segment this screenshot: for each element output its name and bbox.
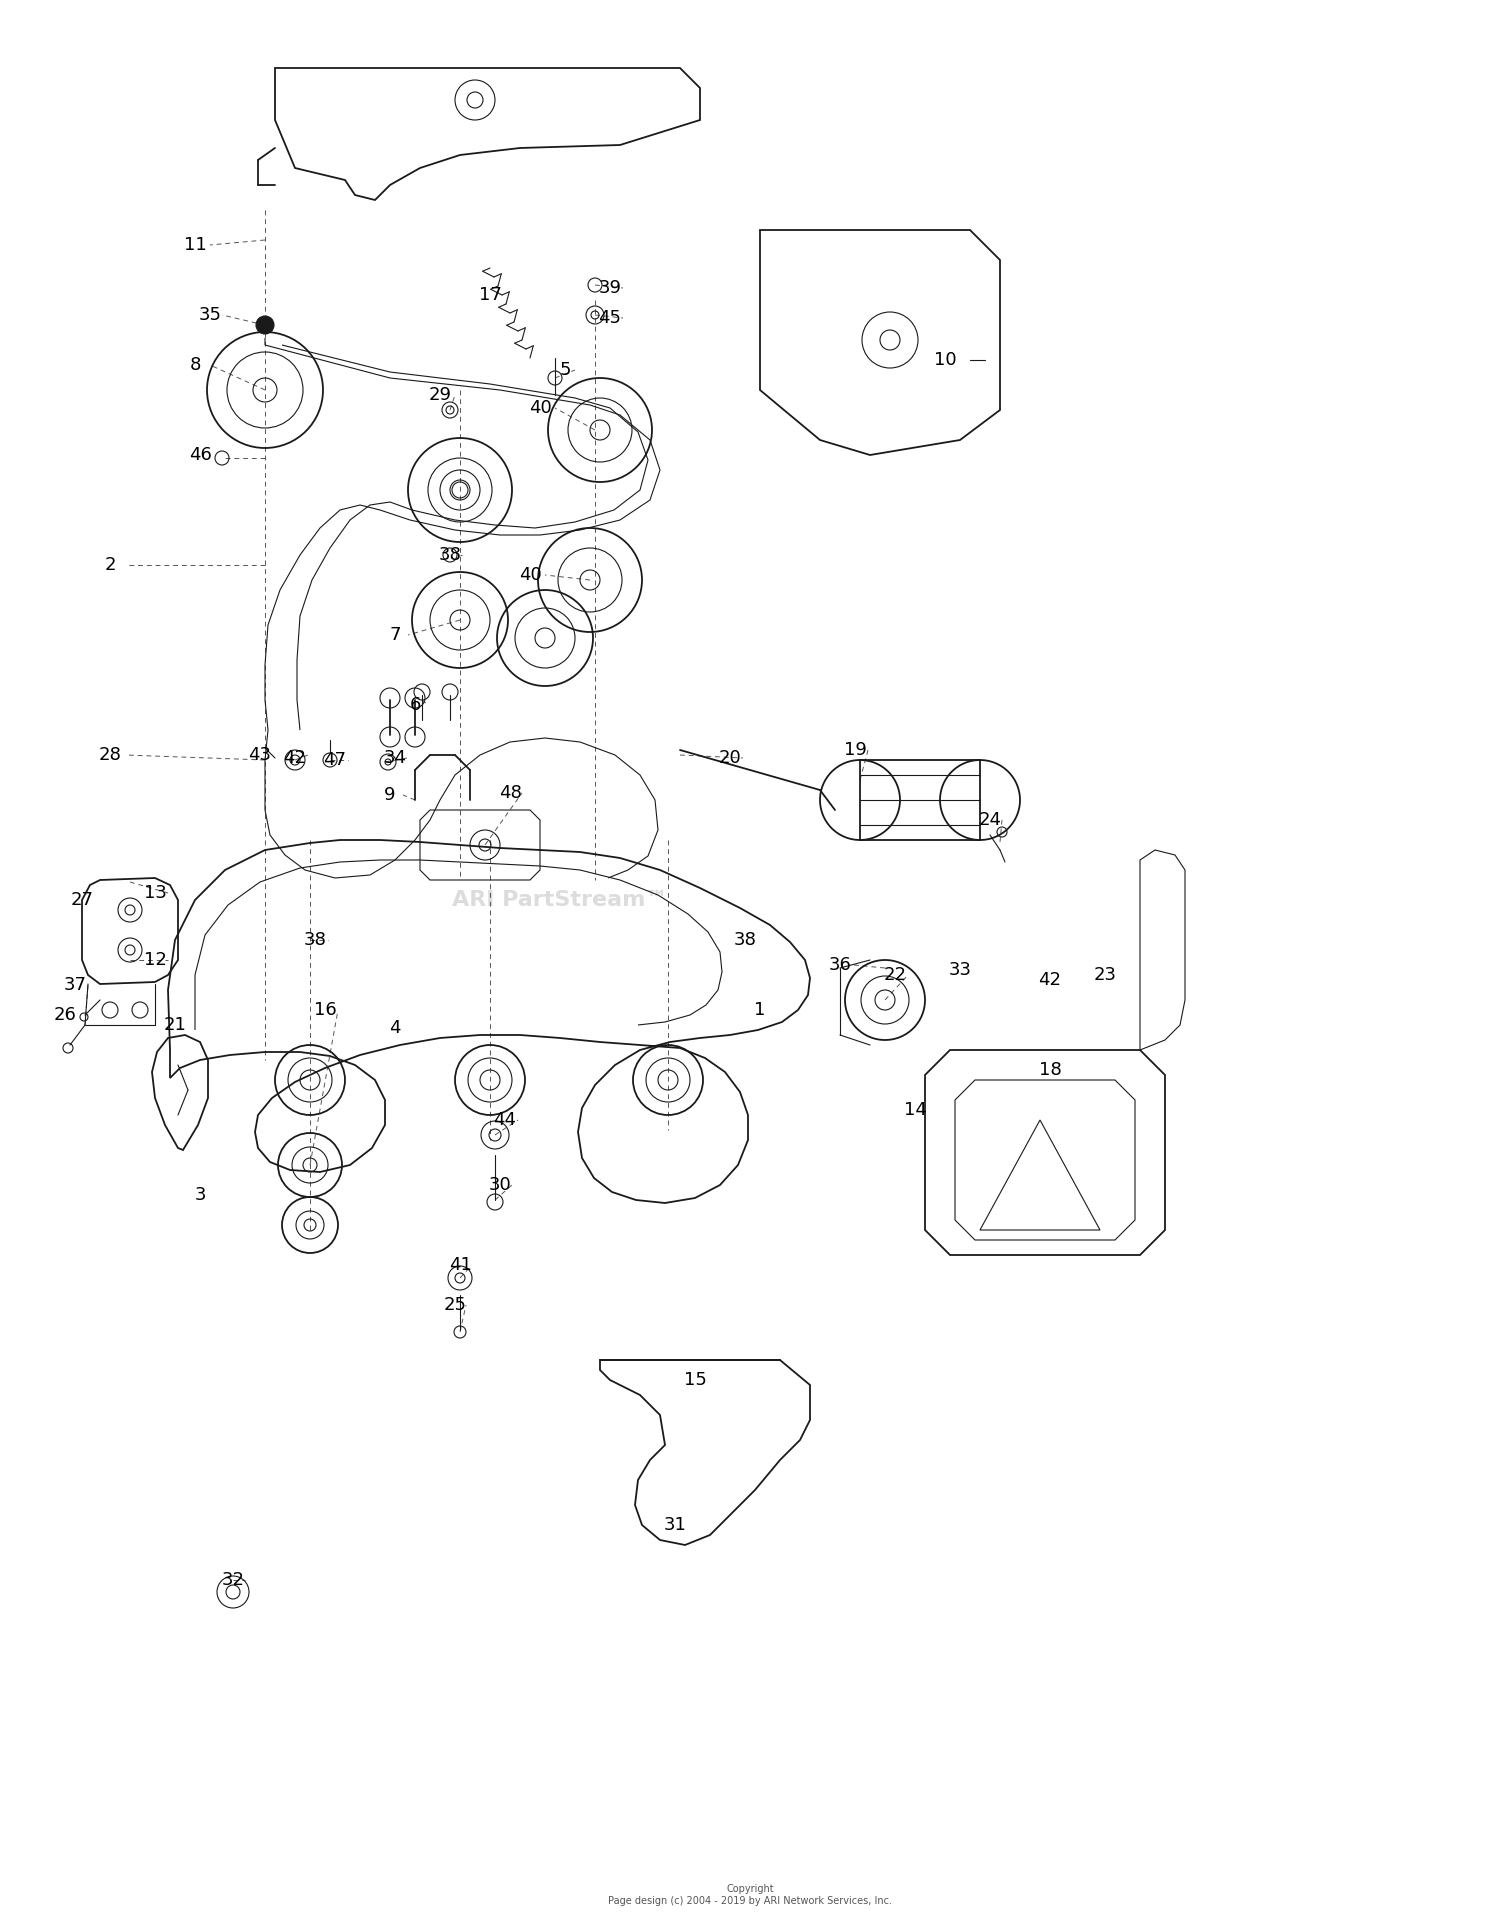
Text: 35: 35 <box>198 306 222 324</box>
Text: 18: 18 <box>1038 1062 1062 1079</box>
Text: 8: 8 <box>189 356 201 374</box>
Text: 21: 21 <box>164 1016 186 1035</box>
Text: 23: 23 <box>1094 965 1116 985</box>
Text: 3: 3 <box>195 1185 206 1204</box>
Text: 27: 27 <box>70 890 93 910</box>
Text: 20: 20 <box>718 750 741 767</box>
Text: 17: 17 <box>478 285 501 304</box>
Text: 9: 9 <box>384 786 396 804</box>
Text: 6: 6 <box>410 696 420 715</box>
Text: 25: 25 <box>444 1297 466 1314</box>
Text: 42: 42 <box>284 750 306 767</box>
Text: 2: 2 <box>104 557 116 574</box>
Text: 40: 40 <box>519 567 542 584</box>
Text: 43: 43 <box>249 746 272 763</box>
Text: 29: 29 <box>429 385 451 405</box>
Text: 45: 45 <box>598 308 621 328</box>
Text: 32: 32 <box>222 1571 245 1590</box>
Text: 48: 48 <box>498 784 522 802</box>
Text: 15: 15 <box>684 1370 706 1389</box>
Text: 38: 38 <box>734 931 756 948</box>
Text: 10: 10 <box>933 351 957 368</box>
Text: 13: 13 <box>144 884 166 902</box>
Text: 31: 31 <box>663 1517 687 1534</box>
Text: Copyright
Page design (c) 2004 - 2019 by ARI Network Services, Inc.: Copyright Page design (c) 2004 - 2019 by… <box>608 1885 892 1906</box>
Text: 5: 5 <box>560 360 570 380</box>
Text: ARI PartStream™: ARI PartStream™ <box>452 890 668 910</box>
Text: 38: 38 <box>438 545 462 565</box>
Text: 44: 44 <box>494 1112 516 1129</box>
Text: 46: 46 <box>189 445 211 464</box>
Text: 33: 33 <box>948 962 972 979</box>
Text: 39: 39 <box>598 279 621 297</box>
Text: 40: 40 <box>528 399 552 416</box>
Text: 14: 14 <box>903 1100 927 1120</box>
Text: 42: 42 <box>1038 971 1062 989</box>
Text: 41: 41 <box>448 1256 471 1274</box>
Text: 47: 47 <box>324 752 346 769</box>
Text: 1: 1 <box>754 1000 765 1019</box>
Text: 26: 26 <box>54 1006 76 1023</box>
Text: 38: 38 <box>303 931 327 948</box>
Text: 24: 24 <box>978 811 1002 829</box>
Text: 4: 4 <box>390 1019 400 1037</box>
Text: 30: 30 <box>489 1175 512 1195</box>
Text: 11: 11 <box>183 235 207 254</box>
Text: 22: 22 <box>884 965 906 985</box>
Text: 28: 28 <box>99 746 122 763</box>
Circle shape <box>256 316 274 333</box>
Text: 12: 12 <box>144 952 166 969</box>
Text: 7: 7 <box>390 626 400 644</box>
Text: 19: 19 <box>843 742 867 759</box>
Text: 16: 16 <box>314 1000 336 1019</box>
Text: 37: 37 <box>63 975 87 994</box>
Text: 36: 36 <box>828 956 852 973</box>
Text: 34: 34 <box>384 750 406 767</box>
